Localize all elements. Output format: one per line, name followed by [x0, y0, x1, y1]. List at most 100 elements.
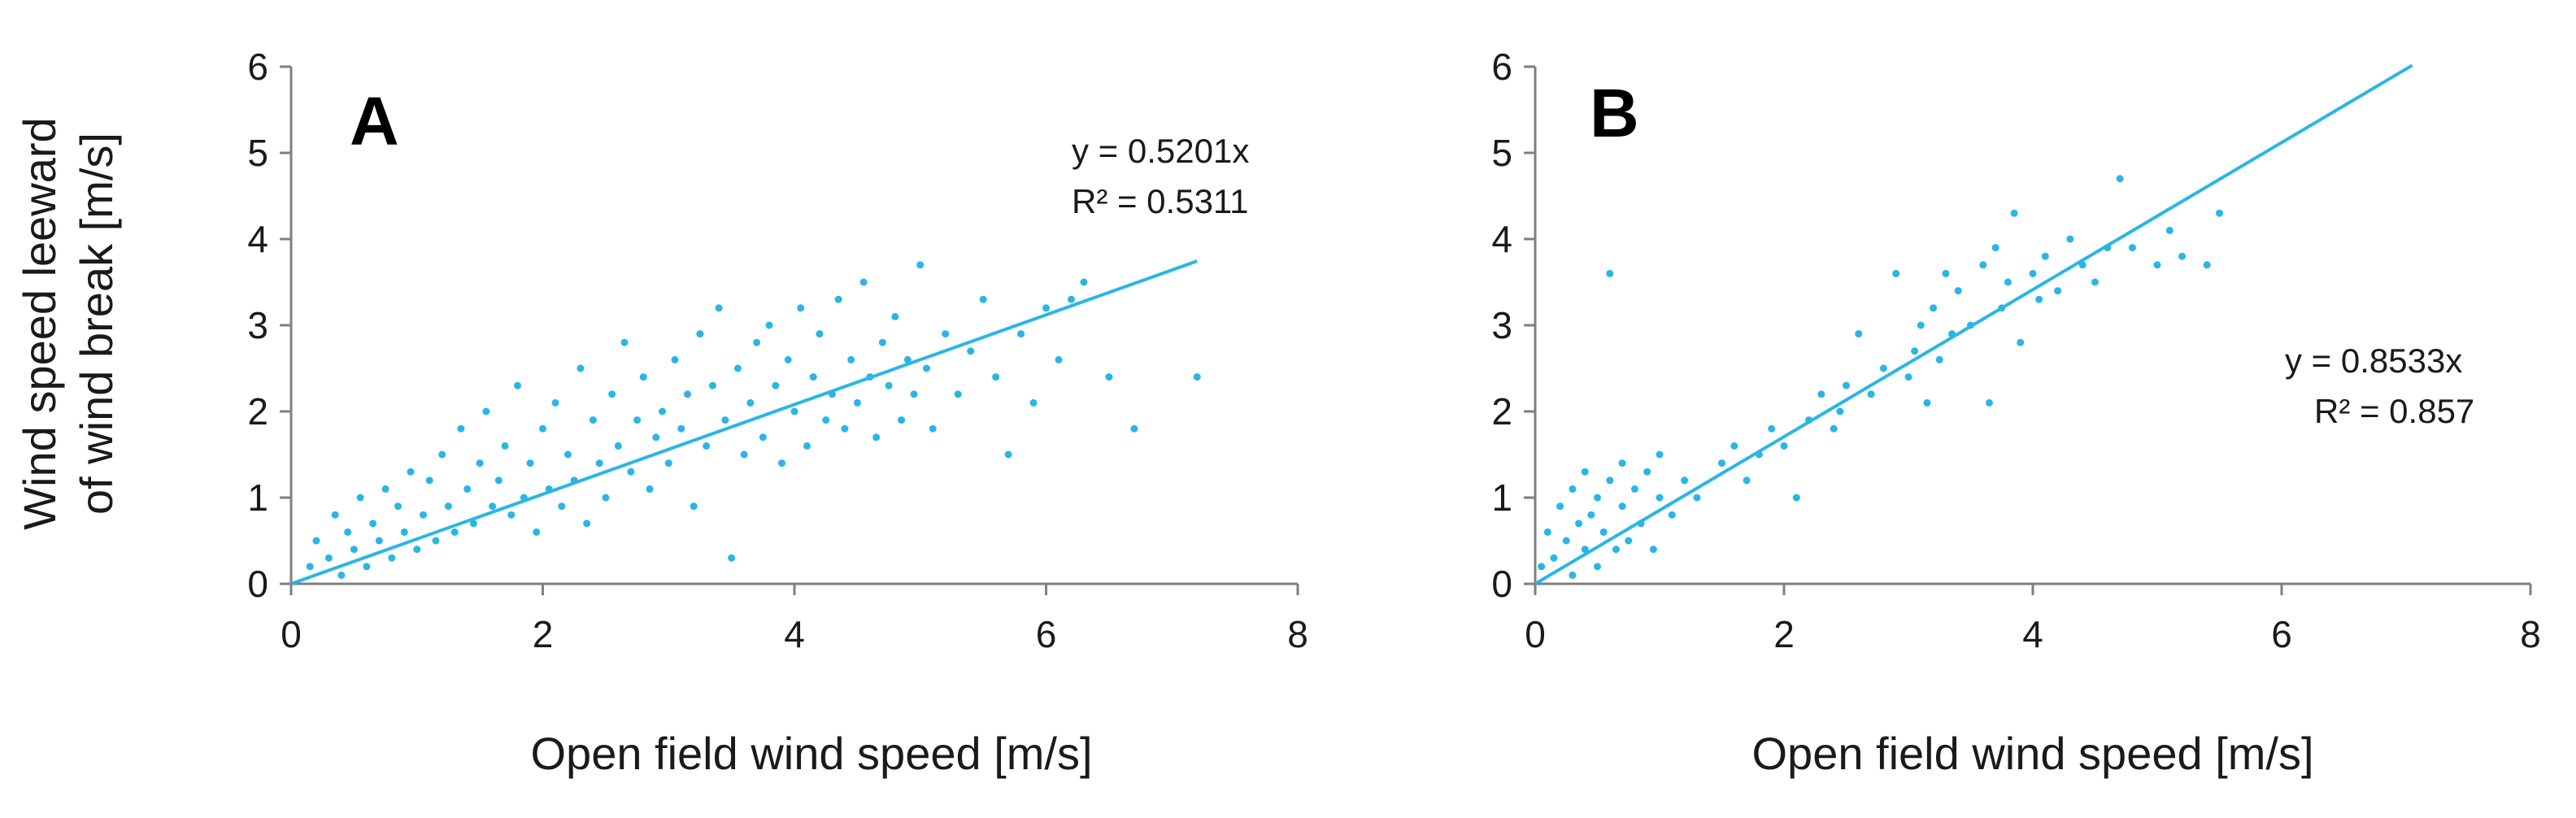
panel-b-data-point: [1780, 442, 1788, 450]
panel-a-x-tick-label: 0: [281, 613, 302, 655]
panel-b-data-point: [1718, 459, 1725, 468]
panel-b-data-point: [1587, 511, 1595, 519]
panel-a-data-point: [790, 407, 798, 416]
panel-a-x-tick-label: 6: [1036, 613, 1057, 655]
panel-a-data-point: [1017, 330, 1025, 338]
panel-a-data-point: [922, 364, 930, 372]
panel-a-data-point: [703, 442, 711, 450]
panel-b: 0 1 2 3 4 5 6 0 2 4 6 8 B y = 0.8533x R² = 0.857 O…: [1491, 46, 2540, 779]
panel-a-data-point: [784, 355, 792, 363]
panel-a-data-point: [708, 381, 716, 389]
panel-a-y-tick-label: 6: [247, 46, 268, 88]
panel-b-data-point: [1935, 355, 1943, 363]
panel-b-data-point: [1612, 546, 1620, 554]
panel-a-data-point: [533, 528, 541, 536]
panel-b-data-point: [2165, 226, 2174, 234]
panel-a-data-point: [872, 433, 881, 442]
panel-a-data-point: [595, 459, 603, 468]
panel-a-data-point: [646, 485, 654, 493]
panel-b-data-point: [1630, 485, 1638, 493]
panel-b-data-point: [1985, 398, 1993, 407]
panel-a-data-point: [728, 554, 736, 562]
panel-a-data-point: [1067, 295, 1075, 303]
panel-b-data-point: [1594, 563, 1601, 571]
panel-b-y-tick-label: 3: [1491, 304, 1512, 346]
panel-b-data-point: [1911, 347, 1919, 355]
panel-b-x-tick-label: 8: [2520, 613, 2541, 655]
panel-b-data-point: [1550, 554, 1558, 562]
panel-a-data-point: [967, 347, 975, 355]
panel-a-data-point: [878, 338, 886, 346]
panel-b-data-point: [1792, 494, 1800, 502]
panel-a-data-point: [476, 459, 484, 468]
panel-b-data-point: [2004, 278, 2012, 286]
panel-a-data-point: [457, 424, 465, 433]
panel-a-y-tick-label: 5: [247, 132, 268, 174]
panel-b-x-tick-label: 0: [1525, 613, 1546, 655]
panel-a-data-point: [1105, 373, 1113, 381]
panel-b-data-point: [2203, 261, 2211, 269]
panel-a-data-point: [715, 304, 723, 312]
panel-a-x-tick-label: 2: [533, 613, 554, 655]
panel-a-data-point: [822, 416, 830, 424]
panel-a-data-point: [627, 468, 635, 476]
panel-a-data-point: [979, 295, 987, 303]
panel-a-data-point: [772, 381, 780, 389]
panel-a-data-point: [809, 373, 817, 381]
panel-a-data-point: [1029, 398, 1038, 407]
panel-a-equation: y = 0.5201x: [1072, 132, 1249, 170]
panel-b-y-tick-label: 0: [1491, 563, 1512, 605]
panel-a-data-point: [633, 416, 642, 424]
panel-b-data-point: [1569, 485, 1577, 493]
panel-a-data-point: [929, 424, 937, 433]
panel-a-data-point: [614, 442, 622, 450]
panel-b-data-point: [1543, 528, 1551, 536]
panel-b-data-point: [2010, 209, 2018, 217]
panel-a-data-point: [659, 407, 667, 416]
panel-a-y-axis-title-line-2: of wind break [m/s]: [71, 133, 122, 515]
panel-b-data-point: [2017, 338, 2025, 346]
panel-b-data-point: [1656, 450, 1664, 459]
panel-a-data-point: [841, 424, 849, 433]
panel-a-label: A: [350, 83, 399, 159]
panel-b-data-point: [2216, 209, 2223, 217]
panel-a-data-point: [652, 433, 660, 442]
panel-b-y-tick-label: 4: [1491, 218, 1512, 260]
panel-b-data-point: [1930, 304, 1938, 312]
panel-a-data-point: [577, 364, 585, 372]
panel-a-data-point: [765, 321, 773, 329]
panel-a: Wind speed leeward of wind break [m/s] 0…: [14, 46, 1308, 779]
panel-a-data-point: [312, 537, 320, 545]
panel-a-data-point: [733, 364, 742, 372]
panel-a-data-point: [746, 398, 755, 407]
panel-a-data-point: [753, 338, 761, 346]
panel-a-data-point: [526, 459, 534, 468]
panel-b-data-point: [2029, 269, 2037, 277]
panel-a-data-point: [469, 520, 477, 528]
panel-a-data-point: [369, 520, 377, 528]
panel-b-data-point: [1954, 287, 1962, 295]
panel-a-data-point: [558, 503, 566, 511]
panel-a-data-point: [859, 278, 868, 286]
panel-b-r-squared: R² = 0.857: [2314, 392, 2474, 430]
panel-b-equation: y = 0.8533x: [2285, 342, 2462, 380]
panel-a-data-point: [407, 468, 415, 476]
panel-a-data-point: [324, 554, 333, 562]
panel-a-data-point: [1042, 304, 1050, 312]
panel-a-y-axis-title-line-1: Wind speed leeward: [14, 117, 65, 529]
panel-a-data-point: [898, 416, 906, 424]
panel-a-x-tick-label: 4: [784, 613, 805, 655]
panel-a-data-point: [501, 442, 509, 450]
panel-a-r-squared: R² = 0.5311: [1072, 182, 1249, 220]
panel-b-data-point: [1581, 546, 1589, 554]
panel-a-data-point: [306, 563, 314, 571]
panel-b-data-point: [1606, 476, 1614, 485]
panel-a-y-tick-label: 0: [247, 563, 268, 605]
panel-a-data-point: [910, 390, 918, 398]
panel-a-data-point: [834, 295, 842, 303]
panel-a-data-point: [853, 398, 861, 407]
panel-a-data-point: [413, 546, 421, 554]
panel-b-data-point: [1830, 424, 1838, 433]
panel-a-data-point: [803, 442, 811, 450]
panel-b-x-tick-label: 4: [2022, 613, 2043, 655]
